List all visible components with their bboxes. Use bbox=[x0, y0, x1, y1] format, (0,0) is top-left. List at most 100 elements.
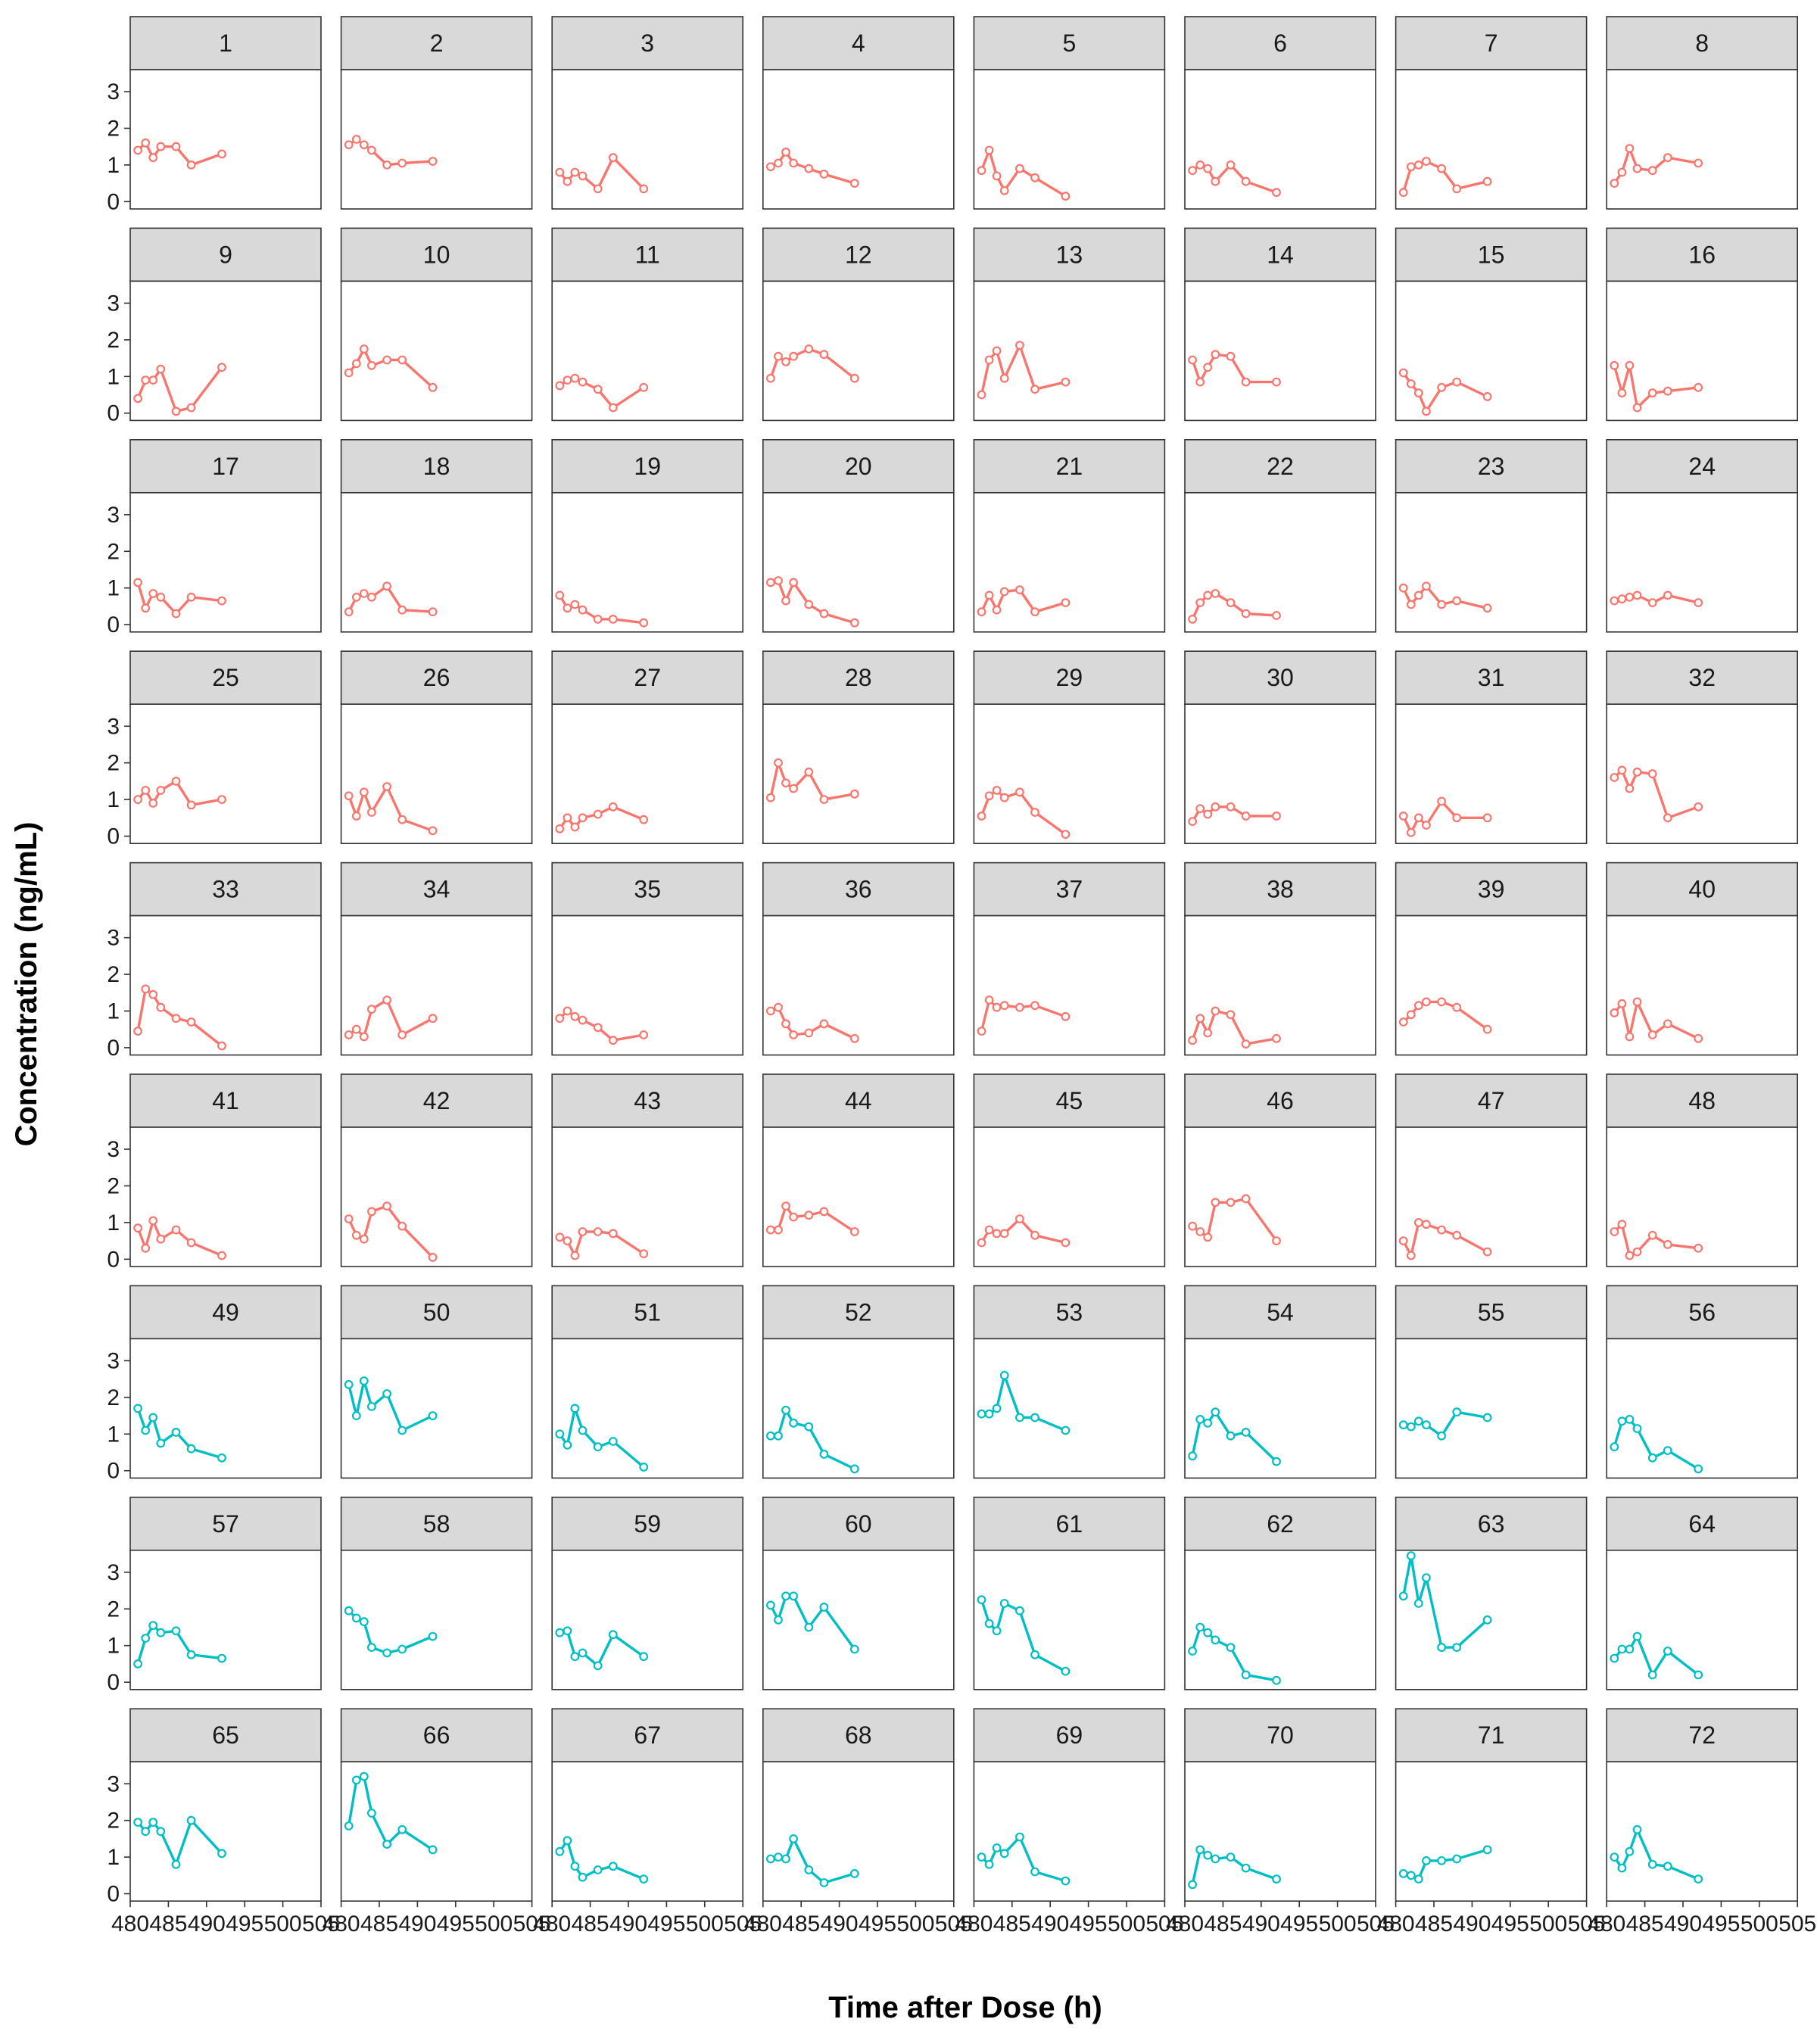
data-point bbox=[1482, 176, 1492, 186]
data-point bbox=[1226, 351, 1236, 361]
data-point bbox=[397, 158, 407, 168]
facet-strip-label: 41 bbox=[212, 1087, 239, 1114]
y-tick-label: 1 bbox=[107, 787, 120, 812]
facet-strip bbox=[762, 1497, 955, 1551]
facet-plot-area bbox=[973, 703, 1166, 845]
data-point bbox=[186, 403, 196, 413]
data-point bbox=[608, 1630, 618, 1640]
data-point bbox=[1406, 1871, 1416, 1880]
data-point bbox=[639, 1249, 649, 1258]
data-point bbox=[1610, 773, 1619, 782]
data-point bbox=[555, 1429, 565, 1439]
y-tick-label: 1 bbox=[107, 1845, 120, 1870]
data-point bbox=[819, 1207, 829, 1217]
data-point bbox=[1625, 592, 1635, 602]
facet-strip bbox=[973, 1073, 1166, 1128]
facet-plot-area bbox=[1395, 1338, 1588, 1479]
data-point bbox=[1610, 1227, 1619, 1236]
data-point bbox=[186, 1815, 196, 1825]
x-tick-label: 505 bbox=[513, 1912, 551, 1937]
x-tick-label: 495 bbox=[1280, 1912, 1318, 1937]
data-point bbox=[1203, 164, 1213, 173]
data-point bbox=[1211, 176, 1220, 186]
data-point bbox=[774, 1852, 783, 1862]
data-point bbox=[555, 167, 565, 177]
data-point bbox=[1211, 802, 1220, 812]
data-point bbox=[593, 1227, 603, 1236]
data-point bbox=[608, 1437, 618, 1446]
data-point bbox=[1203, 809, 1213, 819]
data-point bbox=[819, 1449, 829, 1459]
facet-strip-label: 21 bbox=[1056, 453, 1083, 480]
data-point bbox=[1272, 1675, 1281, 1685]
facet-strip bbox=[762, 1708, 955, 1762]
facet-panel-63: 63 bbox=[1395, 1497, 1588, 1690]
x-tick-label: 500 bbox=[475, 1912, 513, 1937]
data-point bbox=[1663, 1862, 1672, 1871]
data-point bbox=[608, 1229, 618, 1239]
data-point bbox=[1014, 787, 1024, 797]
data-point bbox=[171, 1225, 181, 1235]
data-point bbox=[1632, 1631, 1642, 1641]
data-point bbox=[1421, 157, 1431, 167]
data-point bbox=[156, 1827, 166, 1837]
data-point bbox=[1694, 158, 1703, 168]
facet-strip bbox=[1606, 862, 1798, 917]
data-point bbox=[977, 607, 986, 617]
y-tick-label: 1 bbox=[107, 576, 120, 601]
data-point bbox=[1226, 1852, 1236, 1862]
facet-strip-label: 60 bbox=[845, 1510, 872, 1538]
facet-strip-label: 2 bbox=[430, 30, 444, 57]
data-point bbox=[148, 989, 158, 999]
data-point bbox=[1437, 796, 1446, 806]
data-point bbox=[999, 793, 1009, 802]
data-point bbox=[171, 776, 181, 786]
facet-strip-label: 63 bbox=[1478, 1510, 1505, 1538]
data-point bbox=[774, 576, 783, 585]
data-point bbox=[1437, 1855, 1446, 1865]
data-point bbox=[766, 1600, 775, 1610]
facet-plot-area bbox=[1395, 280, 1588, 422]
data-point bbox=[1061, 1238, 1071, 1248]
data-point bbox=[804, 600, 814, 609]
data-point bbox=[563, 813, 572, 823]
facet-strip-label: 27 bbox=[634, 664, 661, 691]
data-point bbox=[1188, 1880, 1197, 1890]
data-point bbox=[359, 1376, 369, 1385]
data-point bbox=[1610, 596, 1619, 606]
facet-plot-area bbox=[551, 69, 744, 210]
facet-strip-label: 13 bbox=[1056, 241, 1083, 268]
data-point bbox=[133, 1404, 143, 1413]
data-point bbox=[156, 142, 166, 151]
data-point bbox=[351, 1613, 361, 1623]
data-point bbox=[563, 1626, 572, 1636]
data-point bbox=[1617, 594, 1627, 604]
data-point bbox=[1061, 598, 1071, 607]
data-point bbox=[156, 1002, 166, 1012]
data-point bbox=[977, 1238, 986, 1248]
facet-plot-area bbox=[1606, 69, 1798, 210]
facet-strip bbox=[973, 650, 1166, 706]
y-tick-label: 3 bbox=[107, 291, 120, 316]
facet-plot-area bbox=[1606, 1550, 1798, 1690]
data-point bbox=[819, 609, 829, 618]
facet-panel-9: 9 0 1 2 3 bbox=[107, 227, 322, 426]
data-point bbox=[789, 351, 798, 361]
data-point bbox=[563, 1006, 572, 1016]
data-point bbox=[1195, 377, 1205, 387]
facet-strip-label: 11 bbox=[635, 241, 660, 268]
data-point bbox=[1694, 1874, 1703, 1884]
data-point bbox=[1030, 1413, 1039, 1422]
data-point bbox=[1482, 603, 1492, 613]
data-point bbox=[1406, 827, 1416, 837]
data-point bbox=[186, 160, 196, 170]
x-tick-label: 490 bbox=[1031, 1912, 1069, 1937]
facet-panel-31: 31 bbox=[1395, 650, 1588, 845]
data-point bbox=[1625, 144, 1635, 154]
data-point bbox=[1014, 164, 1024, 173]
facet-strip-label: 33 bbox=[212, 876, 239, 903]
data-point bbox=[1413, 1217, 1423, 1227]
x-axis-title: Time after Dose (h) bbox=[828, 1991, 1102, 2024]
data-point bbox=[1421, 581, 1431, 591]
data-point bbox=[804, 344, 814, 354]
